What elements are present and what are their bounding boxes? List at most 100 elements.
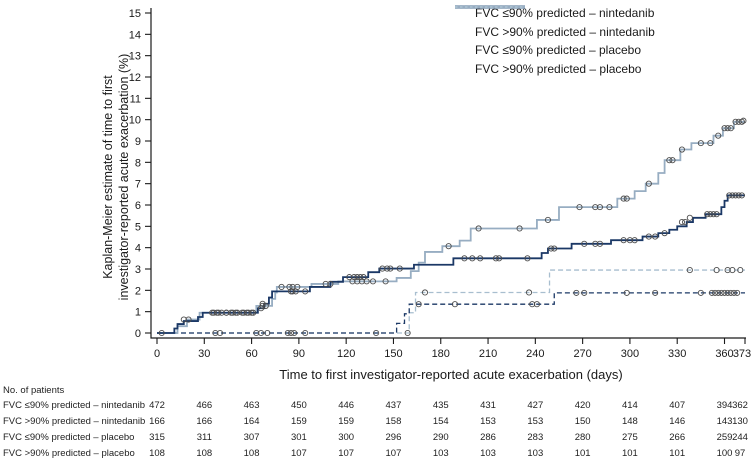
risk-count: 101 [574, 448, 591, 459]
censor-mark [354, 278, 361, 285]
risk-count: 362 [732, 400, 748, 411]
censor-mark [245, 309, 252, 316]
censor-mark [661, 230, 668, 237]
risk-count: 315 [149, 432, 165, 443]
censor-mark [369, 278, 377, 285]
censor-mark [592, 204, 599, 211]
censor-mark [516, 225, 523, 232]
x-axis-title: Time to first investigator-reported acut… [279, 367, 623, 382]
risk-count: 153 [527, 416, 544, 427]
axes [150, 8, 746, 339]
censor-mark [726, 192, 733, 199]
censor-mark [215, 309, 222, 316]
x-tick-label: 240 [526, 348, 544, 360]
censor-mark [384, 265, 391, 272]
censor-mark [210, 309, 217, 316]
x-tick-label: 300 [621, 348, 639, 360]
censor-mark [289, 288, 296, 295]
risk-row-label: FVC >90% predicted – placebo [3, 448, 135, 459]
censor-mark [711, 289, 719, 296]
risk-count: 450 [290, 400, 307, 411]
censor-mark [524, 255, 531, 262]
x-tick-label: 60 [245, 348, 257, 360]
risk-count: 164 [243, 416, 260, 427]
risk-count: 107 [385, 448, 402, 459]
x-tick-label: 210 [479, 348, 497, 360]
censor-mark [721, 289, 728, 296]
censor-mark [592, 240, 599, 247]
censor-mark [715, 289, 722, 296]
risk-count: 130 [732, 416, 748, 427]
y-tick-label: 4 [135, 243, 141, 255]
censor-mark [620, 195, 627, 202]
risk-count: 101 [669, 448, 686, 459]
legend-label: FVC ≤90% predicted – placebo [475, 43, 642, 58]
censor-mark [697, 140, 704, 147]
risk-count: 280 [574, 432, 591, 443]
risk-count: 296 [385, 432, 402, 443]
censor-mark [291, 329, 298, 337]
censor-mark [732, 192, 739, 199]
censor-mark [652, 289, 659, 296]
risk-count: 108 [149, 448, 165, 459]
risk-count: 307 [243, 432, 260, 443]
censor-mark [623, 289, 630, 296]
censor-mark [735, 192, 742, 199]
y-tick-label: 1 [135, 307, 141, 319]
censor-mark [596, 240, 604, 247]
censor-mark [302, 329, 309, 337]
censor-mark [631, 237, 638, 244]
censor-mark [404, 329, 411, 337]
risk-count: 311 [196, 432, 212, 443]
censor-mark [729, 192, 736, 199]
risk-count: 108 [243, 448, 260, 459]
legend-label: FVC ≤90% predicted – nintedanib [475, 6, 655, 21]
censor-mark [529, 301, 536, 308]
legend-line-icon [455, 5, 525, 9]
censor-mark [289, 283, 296, 290]
y-tick-label: 7 [135, 179, 141, 191]
y-tick-label: 0 [135, 328, 141, 340]
censor-mark [686, 267, 693, 274]
x-tick-label: 270 [573, 348, 591, 360]
risk-count: 283 [527, 432, 544, 443]
censor-mark [707, 211, 714, 218]
censor-mark [645, 180, 652, 187]
censor-mark [721, 125, 728, 132]
censor-mark [727, 125, 734, 132]
censor-mark [250, 309, 257, 316]
censor-mark [218, 309, 225, 316]
risk-count: 150 [574, 416, 591, 427]
risk-count: 97 [734, 448, 746, 459]
censor-mark [180, 316, 187, 323]
risk-count: 463 [243, 400, 260, 411]
censor-mark [212, 329, 219, 337]
y-tick-label: 12 [129, 72, 141, 84]
risk-count: 420 [574, 400, 591, 411]
x-tick-label: 30 [198, 348, 210, 360]
risk-count: 148 [621, 416, 638, 427]
censor-mark [576, 204, 583, 211]
y-tick-label: 5 [135, 221, 141, 233]
censor-mark [382, 278, 389, 285]
risk-count: 394 [716, 400, 733, 411]
risk-table-header: No. of patients [3, 385, 65, 396]
censor-mark [469, 255, 476, 262]
risk-count: 244 [732, 432, 748, 443]
risk-count: 107 [338, 448, 355, 459]
censor-mark [620, 237, 627, 244]
censor-mark [686, 214, 693, 221]
risk-count: 159 [338, 416, 355, 427]
legend: FVC ≤90% predicted – nintedanib FVC >90%… [455, 4, 750, 78]
risk-count: 158 [385, 416, 402, 427]
risk-count: 100 [716, 448, 733, 459]
risk-count: 143 [716, 416, 733, 427]
legend-label: FVC >90% predicted – nintedanib [475, 24, 655, 39]
risk-count: 446 [338, 400, 355, 411]
risk-count: 290 [432, 432, 449, 443]
y-tick-label: 13 [129, 51, 141, 63]
censor-mark [349, 278, 356, 285]
censor-mark [387, 265, 394, 272]
censor-mark [669, 157, 676, 164]
